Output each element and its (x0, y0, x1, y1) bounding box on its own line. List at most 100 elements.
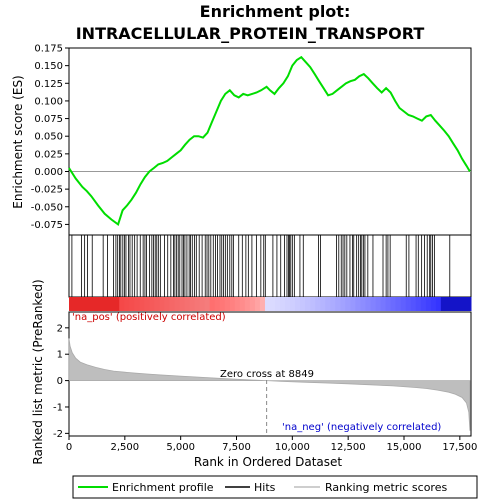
colorbar-segment (234, 297, 241, 311)
hits-panel-frame (68, 234, 472, 298)
colorbar-segment (325, 297, 331, 311)
metric-x-axis-ticks: 0 2,500 5,000 7,500 10,000 12,500 15,000 17,500 (66, 436, 477, 453)
colorbar-segment (415, 297, 422, 311)
colorbar-segment (74, 297, 80, 311)
colorbar-segment (229, 297, 236, 311)
metric-ytick-label: 2 (57, 323, 63, 334)
colorbar-segment (275, 297, 281, 311)
colorbar-segment (219, 297, 226, 311)
es-panel-frame (68, 47, 472, 236)
colorbar-segment (169, 297, 176, 311)
legend-es-label: Enrichment profile (112, 481, 214, 494)
colorbar-segment (435, 297, 442, 311)
es-ytick-label: -0.050 (31, 202, 63, 213)
chart-title-line2: INTRACELLULAR_PROTEIN_TRANSPORT (76, 24, 425, 43)
colorbar-segment (69, 297, 75, 311)
xtick-label: 12,500 (331, 442, 366, 453)
metric-ytick-label: -2 (53, 429, 63, 440)
colorbar-segment (244, 297, 251, 311)
pos-correlated-label: 'na_pos' (positively correlated) (72, 312, 226, 323)
es-y-axis-ticks: -0.075 -0.050 -0.025 0.000 0.025 0.050 0.075 0.… (31, 44, 69, 231)
neg-correlated-label: 'na_neg' (negatively correlated) (282, 422, 441, 433)
xtick-label: 2,500 (111, 442, 140, 453)
colorbar-segment (340, 297, 346, 311)
colorbar-segment (460, 297, 467, 311)
colorbar-segment (360, 297, 366, 311)
colorbar-segment (370, 297, 377, 311)
metric-ytick-label: 0 (57, 376, 63, 387)
colorbar-segment (270, 297, 276, 311)
colorbar-segment (345, 297, 351, 311)
colorbar-segment (149, 297, 155, 311)
colorbar-segment (300, 297, 306, 311)
metric-y-axis-ticks: -2 -1 0 1 2 (53, 323, 69, 440)
colorbar-segment (194, 297, 201, 311)
legend-box (72, 475, 478, 499)
colorbar-segment (420, 297, 427, 311)
colorbar-segment (174, 297, 181, 311)
colorbar-segment (410, 297, 417, 311)
xtick-label: 17,500 (442, 442, 477, 453)
es-ytick-label: 0.075 (34, 114, 63, 125)
colorbar-segment (104, 297, 110, 311)
colorbar-segment (400, 297, 407, 311)
xtick-label: 5,000 (166, 442, 195, 453)
colorbar-segment (450, 297, 457, 311)
colorbar-segment (335, 297, 341, 311)
colorbar-segment (440, 297, 447, 311)
colorbar-segment (119, 297, 125, 311)
es-ytick-label: 0.125 (34, 79, 63, 90)
colorbar-segment (350, 297, 356, 311)
es-ytick-label: -0.075 (31, 220, 63, 231)
colorbar-segment (465, 297, 472, 311)
colorbar-segment (254, 297, 261, 311)
colorbar-segment (390, 297, 397, 311)
colorbar-segment (365, 297, 371, 311)
colorbar-segment (134, 297, 140, 311)
legend-hits-label: Hits (254, 481, 276, 494)
metric-ytick-label: 1 (57, 350, 63, 361)
colorbar-segment (199, 297, 206, 311)
colorbar-segment (375, 297, 382, 311)
metric-ytick-label: -1 (53, 402, 63, 413)
metric-area-group (68, 338, 471, 431)
colorbar-segment (204, 297, 211, 311)
colorbar-segment (455, 297, 462, 311)
es-ytick-label: 0.025 (34, 149, 63, 160)
colorbar-segment (430, 297, 437, 311)
colorbar-segment (139, 297, 145, 311)
colorbar-segment (259, 297, 266, 311)
es-ytick-label: 0.000 (34, 167, 63, 178)
colorbar-segment (94, 297, 100, 311)
zero-cross-label: Zero cross at 8849 (220, 369, 314, 380)
colorbar-segment (445, 297, 452, 311)
colorbar-segment (290, 297, 296, 311)
colorbar-segment (305, 297, 311, 311)
xtick-label: 0 (66, 442, 72, 453)
colorbar-segment (280, 297, 286, 311)
colorbar-segment (355, 297, 361, 311)
colorbar-segment (214, 297, 221, 311)
colorbar-segment (224, 297, 231, 311)
colorbar-segment (89, 297, 95, 311)
xtick-label: 10,000 (275, 442, 310, 453)
es-profile-line (68, 55, 471, 227)
colorbar-segment (109, 297, 115, 311)
colorbar-segment (84, 297, 90, 311)
colorbar-segment (395, 297, 402, 311)
colorbar-segment (249, 297, 256, 311)
xtick-label: 15,000 (387, 442, 422, 453)
colorbar-segment (295, 297, 301, 311)
colorbar-segment (330, 297, 336, 311)
es-ytick-label: 0.100 (34, 96, 63, 107)
legend-metric-label: Ranking metric scores (325, 481, 447, 494)
colorbar-segment (310, 297, 316, 311)
colorbar-segment (320, 297, 326, 311)
es-y-axis-label: Enrichment score (ES) (11, 75, 25, 208)
colorbar-segment (425, 297, 432, 311)
es-ytick-label: 0.175 (34, 44, 63, 55)
colorbar-segment (285, 297, 291, 311)
x-axis-label: Rank in Ordered Dataset (194, 455, 342, 469)
colorbar-segment (264, 297, 271, 311)
